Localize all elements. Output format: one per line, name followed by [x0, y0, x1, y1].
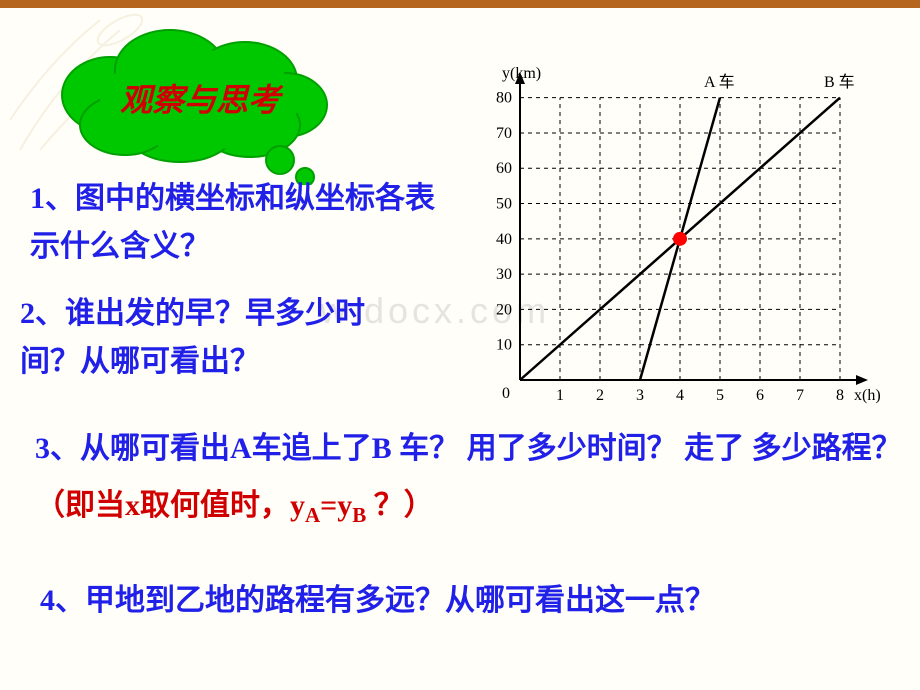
question-4: 4、甲地到乙地的路程有多远？从哪可看出这一点？ [40, 575, 910, 619]
cloud-title: 观察与思考 [100, 75, 300, 121]
svg-text:2: 2 [596, 387, 604, 404]
svg-text:y(km): y(km) [502, 65, 541, 82]
question-3-main: 3、从哪可看出A车追上了B 车？ 用了多少时间？ 走了 多少路程？ [35, 432, 902, 465]
question-3-highlight: （即当x取何值时，yA=yB ？） [35, 489, 434, 522]
svg-text:4: 4 [676, 387, 684, 404]
question-3: 3、从哪可看出A车追上了B 车？ 用了多少时间？ 走了 多少路程？ （即当x取何… [35, 420, 905, 536]
svg-text:10: 10 [496, 337, 512, 354]
svg-text:B 车: B 车 [824, 73, 855, 91]
svg-text:30: 30 [496, 266, 512, 283]
svg-text:A 车: A 车 [704, 73, 735, 91]
svg-text:7: 7 [796, 387, 804, 404]
svg-text:50: 50 [496, 196, 512, 213]
svg-text:8: 8 [836, 387, 844, 404]
question-2: 2、谁出发的早？早多少时间？从哪可看出？ [20, 290, 420, 386]
svg-text:20: 20 [496, 301, 512, 318]
svg-text:40: 40 [496, 231, 512, 248]
svg-text:70: 70 [496, 125, 512, 142]
q3b-suffix: ？） [366, 489, 434, 522]
top-accent-bar [0, 0, 920, 8]
thought-cloud: 观察与思考 [50, 25, 350, 185]
svg-text:6: 6 [756, 387, 764, 404]
svg-text:5: 5 [716, 387, 724, 404]
q3b-eq: =y [320, 489, 352, 522]
svg-text:3: 3 [636, 387, 644, 404]
svg-text:1: 1 [556, 387, 564, 404]
svg-text:80: 80 [496, 90, 512, 107]
distance-time-chart: 0 1 2 3 4 5 6 7 8 10 20 30 40 50 60 70 80 y(km) x(h) A 车 B 车 [460, 50, 890, 410]
question-1: 1、图中的横坐标和纵坐标各表示什么含义？ [30, 175, 440, 271]
svg-text:0: 0 [502, 385, 510, 402]
q3b-prefix: （即当x取何值时，y [35, 489, 305, 522]
q3b-sub-a: A [305, 503, 320, 527]
svg-text:60: 60 [496, 160, 512, 177]
svg-text:x(h): x(h) [854, 387, 881, 404]
q3b-sub-b: B [352, 503, 366, 527]
